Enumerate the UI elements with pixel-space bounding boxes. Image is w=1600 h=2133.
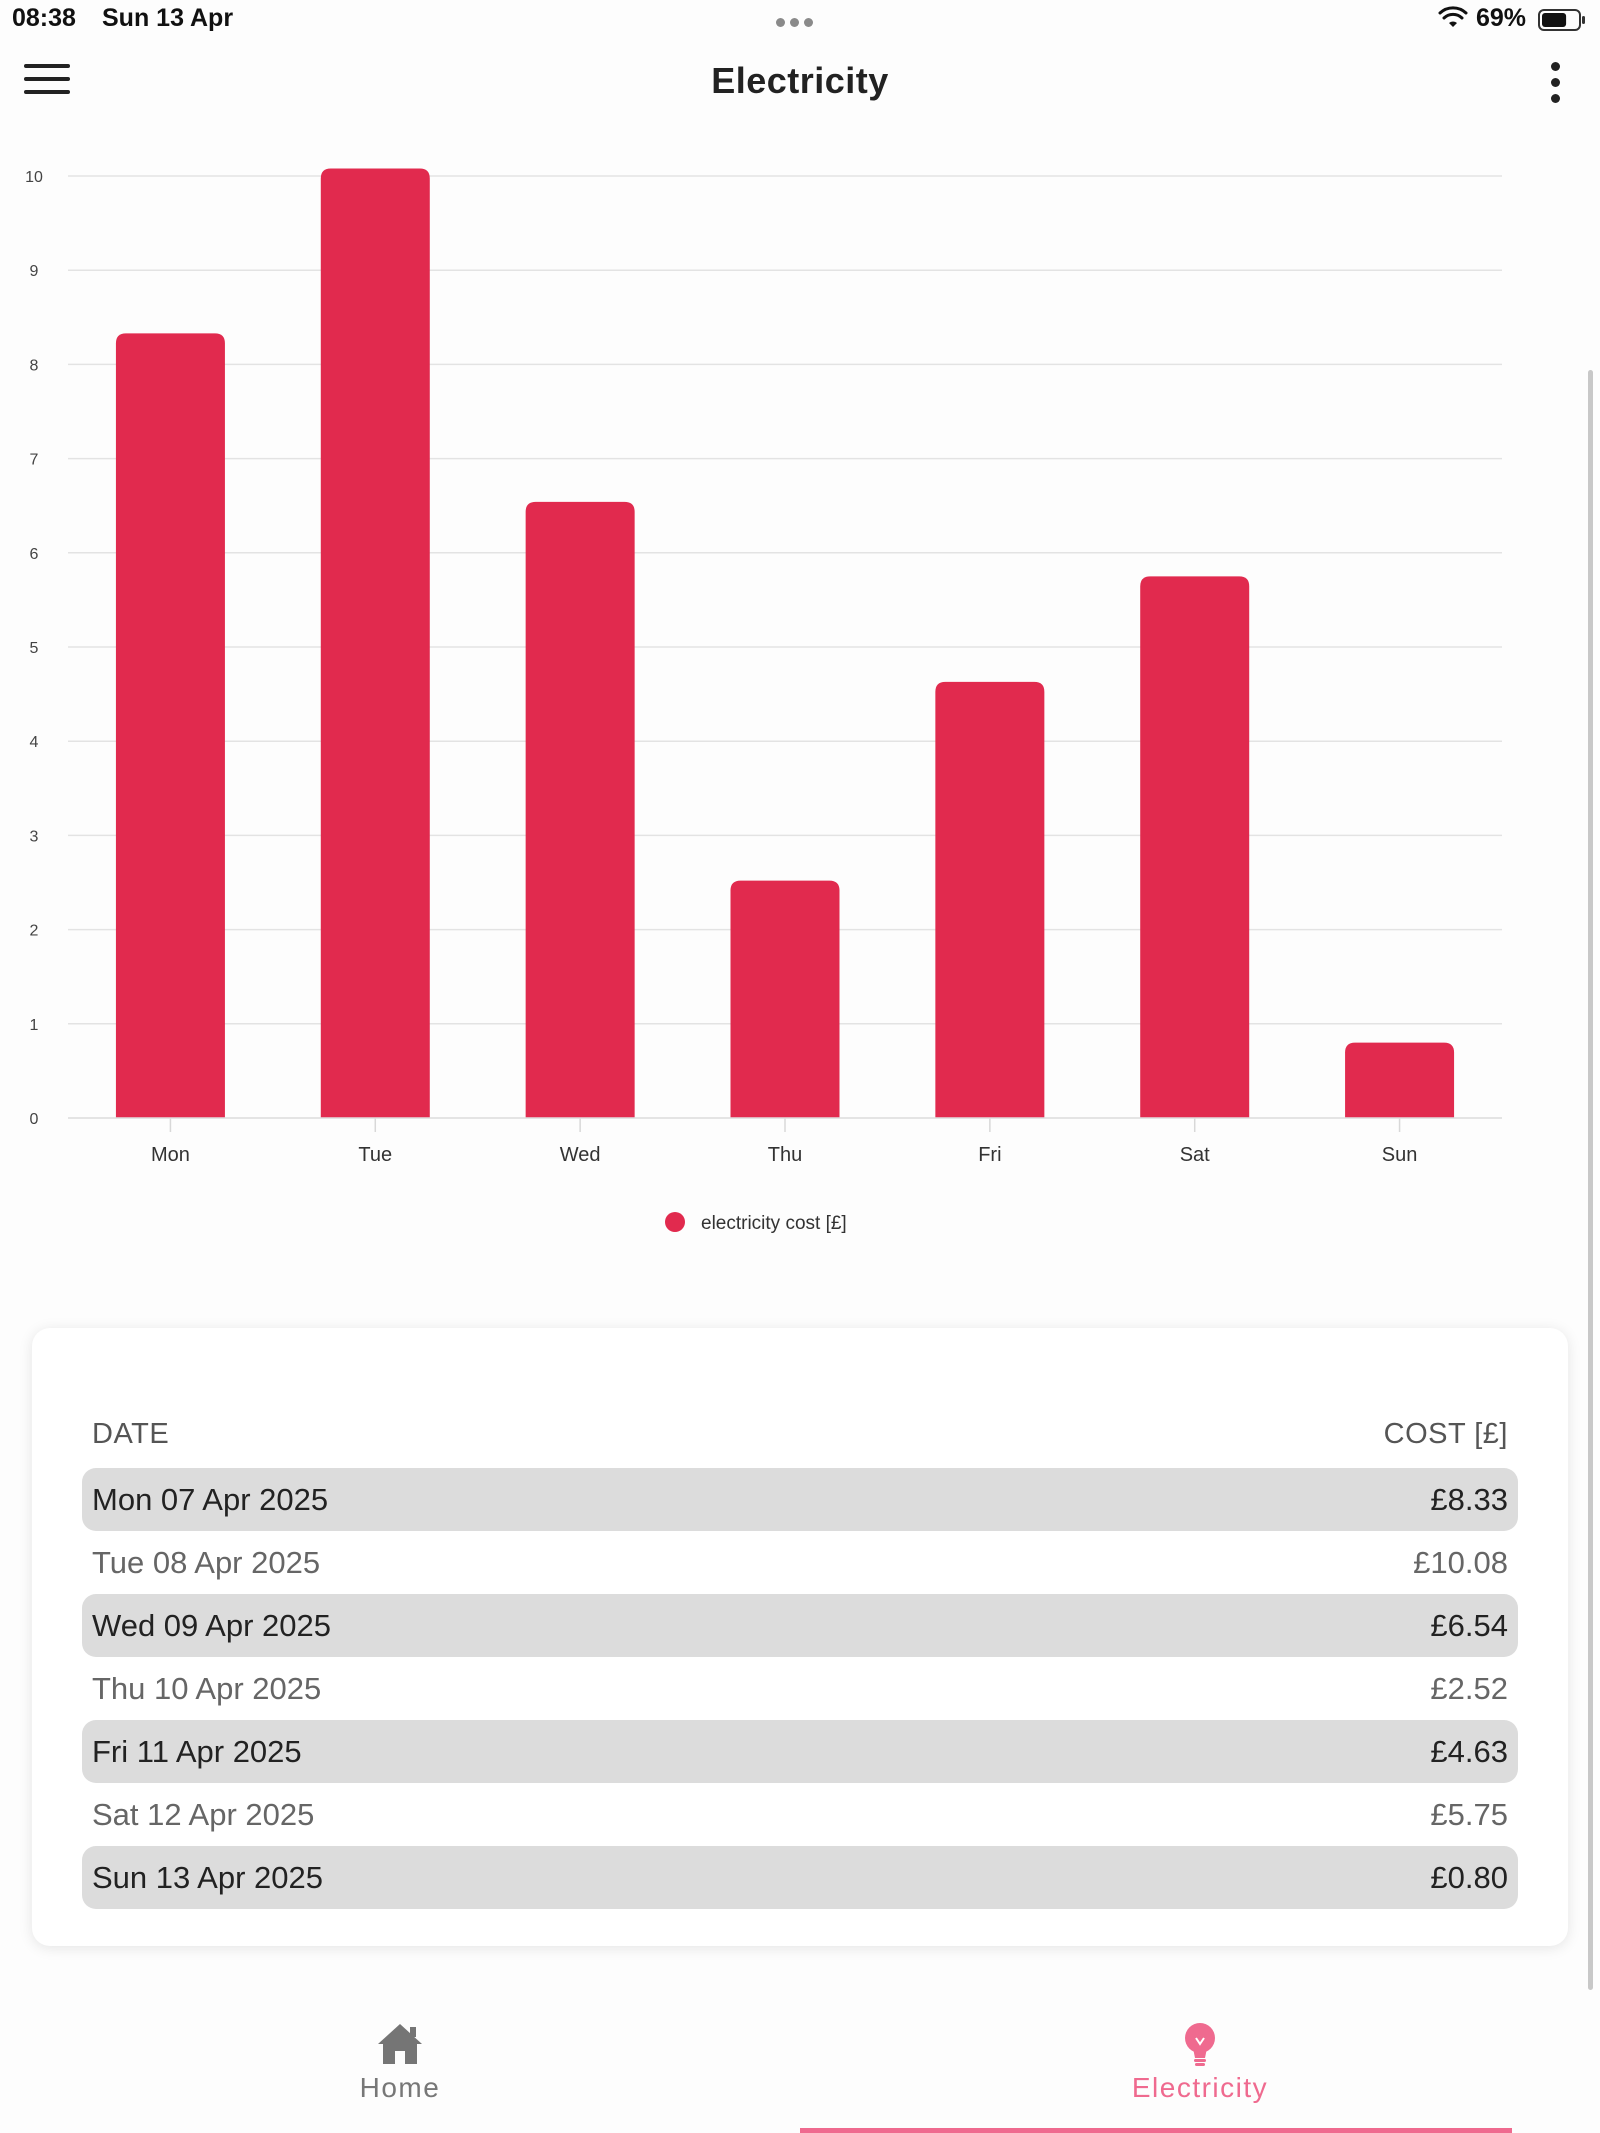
x-tick-label: Mon [151,1144,190,1166]
bar-wed [525,501,635,1118]
bar-sat [1140,576,1250,1118]
y-tick-label: 7 [30,452,39,469]
x-tick-label: Tue [358,1144,392,1166]
table-row: Sun 13 Apr 2025 £0.80 [82,1846,1518,1909]
row-cost: £2.52 [1430,1671,1508,1706]
row-date: Tue 08 Apr 2025 [92,1545,321,1580]
y-tick-label: 2 [30,923,39,940]
x-tick-label: Fri [978,1144,1001,1166]
nav-label-electricity: Electricity [1131,2072,1269,2103]
lightbulb-icon [1185,2023,1215,2066]
cost-table-card: DATE COST [£] Mon 07 Apr 2025 £8.33 Tue … [32,1328,1568,1946]
cost-table: DATE COST [£] Mon 07 Apr 2025 £8.33 Tue … [82,1408,1518,1909]
legend-label: electricity cost [£] [701,1213,847,1234]
row-date: Sun 13 Apr 2025 [92,1860,323,1895]
hamburger-menu-icon[interactable] [24,64,72,104]
wifi-icon [1438,6,1468,27]
y-tick-label: 10 [25,169,43,186]
y-tick-label: 8 [30,357,39,374]
y-tick-label: 3 [30,828,39,845]
legend-marker [665,1212,685,1232]
row-date: Wed 09 Apr 2025 [92,1608,331,1643]
table-header: DATE COST [£] [82,1408,1518,1468]
status-time: 08:38 [12,4,76,32]
row-cost: £0.80 [1430,1860,1508,1895]
y-tick-label: 4 [30,734,39,751]
multitasking-dots-icon[interactable] [776,14,826,27]
x-tick-label: Sat [1180,1144,1210,1166]
battery-icon [1538,9,1585,31]
row-cost: £4.63 [1430,1734,1508,1769]
bar-fri [935,681,1045,1118]
x-tick-label: Wed [560,1144,601,1166]
row-date: Fri 11 Apr 2025 [92,1734,302,1769]
row-cost: £10.08 [1413,1545,1508,1580]
bar-mon [115,333,225,1119]
table-row: Fri 11 Apr 2025 £4.63 [82,1720,1518,1783]
table-row: Wed 09 Apr 2025 £6.54 [82,1594,1518,1657]
y-tick-label: 5 [30,640,39,657]
bar-thu [730,880,840,1118]
table-row: Sat 12 Apr 2025 £5.75 [82,1783,1518,1846]
status-date: Sun 13 Apr [102,4,234,32]
y-tick-label: 0 [30,1111,39,1128]
row-date: Mon 07 Apr 2025 [92,1482,329,1517]
page-title: Electricity [711,60,889,101]
x-tick-label: Thu [768,1144,802,1166]
app-header: Electricity [0,40,1600,130]
row-date: Sat 12 Apr 2025 [92,1797,315,1832]
row-cost: £8.33 [1430,1482,1508,1517]
y-tick-label: 6 [30,546,39,563]
row-cost: £6.54 [1430,1608,1508,1643]
table-row: Thu 10 Apr 2025 £2.52 [82,1657,1518,1720]
column-header-cost: COST [£] [1383,1418,1508,1450]
nav-tab-electricity[interactable]: Electricity [800,2000,1600,2133]
bar-sun [1345,1042,1455,1118]
bar-chart-svg: 0 1 2 3 4 5 6 7 8 9 10 Mon Tue Wed Thu Fri Sat Sun electri… [25,168,1502,1234]
bottom-navigation: Home Electricity [0,2000,1600,2133]
y-tick-label: 1 [30,1017,39,1034]
nav-tab-home[interactable]: Home [0,2000,800,2133]
nav-label-home: Home [359,2072,441,2103]
column-header-date: DATE [92,1418,170,1450]
battery-percent: 69% [1476,4,1527,32]
status-bar: 08:38 Sun 13 Apr 69% [0,0,1600,40]
scrollbar[interactable] [1588,370,1593,1990]
table-row: Tue 08 Apr 2025 £10.08 [82,1531,1518,1594]
x-tick-label: Sun [1382,1144,1418,1166]
active-tab-indicator [800,2128,1512,2133]
row-cost: £5.75 [1430,1797,1508,1832]
home-icon [378,2024,422,2064]
table-row: Mon 07 Apr 2025 £8.33 [82,1468,1518,1531]
y-tick-label: 9 [30,263,39,280]
bar-tue [320,168,430,1119]
electricity-cost-chart: 0 1 2 3 4 5 6 7 8 9 10 Mon Tue Wed Thu Fri Sat Sun electri… [0,140,1560,1260]
row-date: Thu 10 Apr 2025 [92,1671,322,1706]
more-vertical-icon[interactable] [1540,62,1570,108]
